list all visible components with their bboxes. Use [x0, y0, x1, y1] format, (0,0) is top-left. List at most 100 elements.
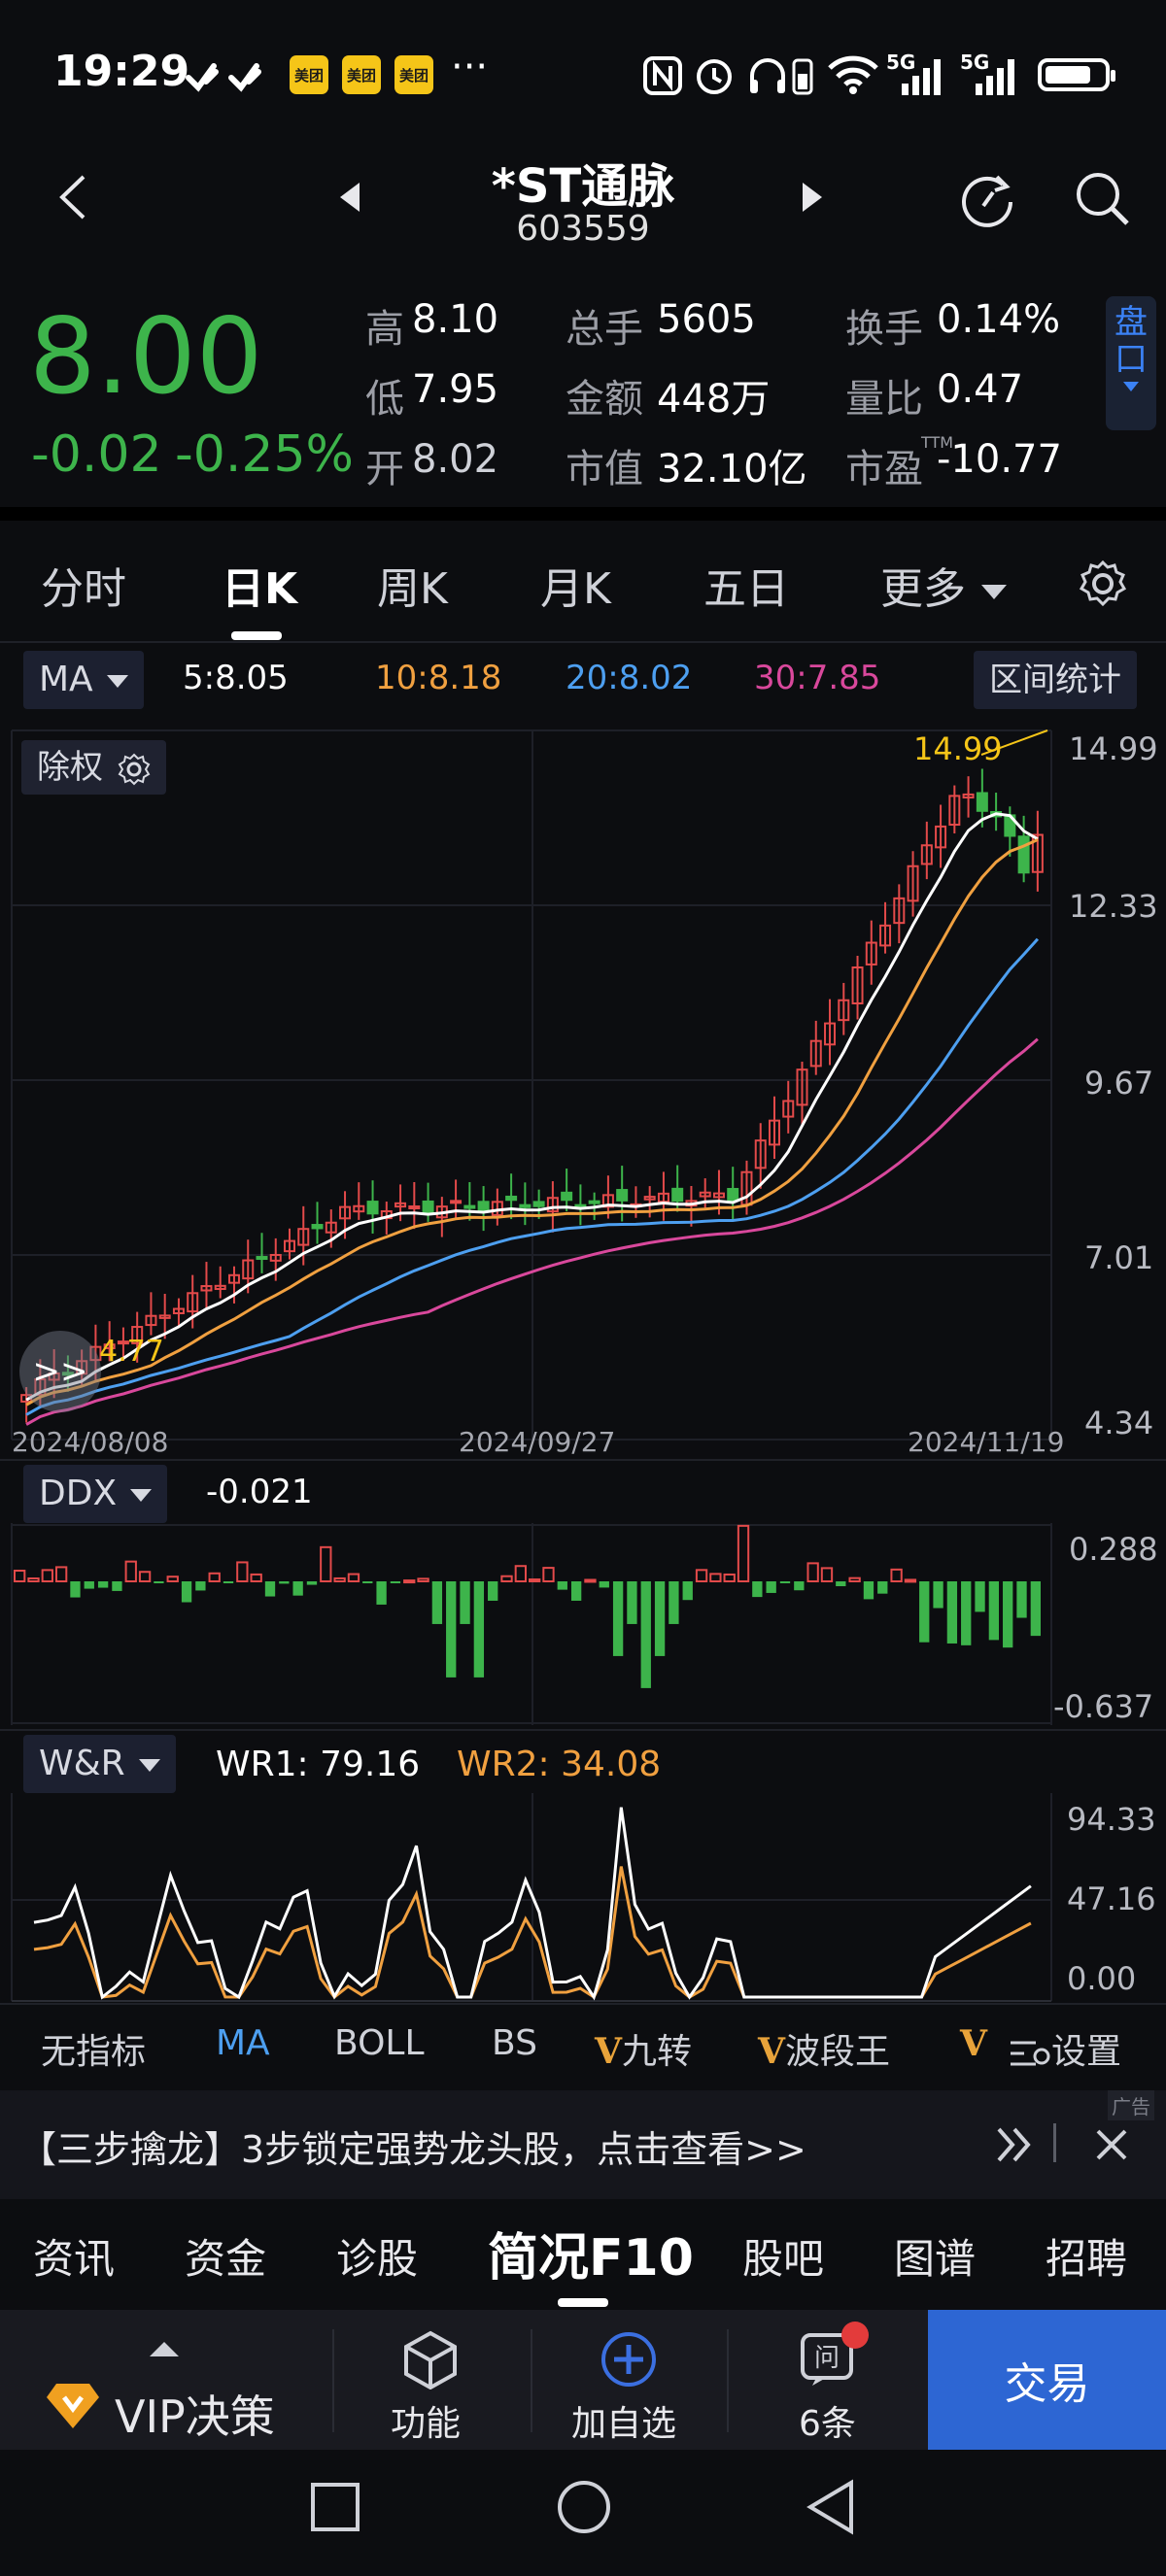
indicator-boll[interactable]: BOLL — [334, 2023, 425, 2063]
next-stock-icon[interactable] — [801, 181, 824, 214]
back-nav-icon[interactable] — [805, 2479, 857, 2535]
ddx-bar — [112, 1581, 122, 1591]
candle-body — [935, 825, 947, 849]
vip-diamond-icon — [47, 2384, 99, 2428]
ddx-bar — [904, 1578, 917, 1583]
tab-diagnosis[interactable]: 诊股 — [336, 2235, 419, 2283]
ddx-bar — [877, 1581, 888, 1594]
double-chevron-right-icon[interactable] — [995, 2123, 1034, 2166]
ddx-bar — [181, 1581, 192, 1603]
wr-indicator-select[interactable]: W&R — [23, 1735, 176, 1793]
tab-five-day[interactable]: 五日 — [703, 564, 789, 614]
ma-indicator-label: MA — [39, 660, 93, 699]
wr-chart[interactable] — [0, 1793, 1166, 2003]
meituan-app-icon: 美团 — [394, 55, 433, 94]
ddx-bar — [54, 1566, 68, 1582]
recent-apps-icon[interactable] — [309, 2481, 361, 2533]
candle-body — [34, 1378, 47, 1396]
kline-chart[interactable] — [0, 721, 1166, 1469]
signal-strength-icon — [902, 59, 941, 95]
amount-label: 金额 — [566, 377, 643, 422]
ddx-bar — [640, 1581, 651, 1688]
ddx-bar — [848, 1576, 861, 1582]
tab-news[interactable]: 资讯 — [33, 2235, 116, 2283]
ddx-bar — [557, 1581, 567, 1590]
chart-separator — [0, 1459, 1166, 1461]
tab-fenshi[interactable]: 分时 — [41, 564, 126, 614]
candle-body — [227, 1273, 240, 1284]
ddx-bar — [1030, 1581, 1041, 1637]
ddx-bar — [236, 1561, 249, 1582]
settings-gear-icon[interactable] — [1079, 559, 1127, 608]
vip-decision-button[interactable]: VIP决策 — [115, 2390, 275, 2443]
expand-chart-icon[interactable]: >> — [19, 1331, 101, 1412]
ad-tag: 广告 — [1108, 2090, 1154, 2120]
candle-body — [366, 1201, 379, 1215]
range-stats-button[interactable]: 区间统计 — [974, 651, 1137, 709]
ddx-bar — [41, 1569, 53, 1583]
ma-indicator-select[interactable]: MA — [23, 651, 144, 709]
search-icon[interactable] — [1073, 169, 1131, 229]
vol-ratio-label: 量比 — [845, 377, 923, 422]
indicator-boduanwang[interactable]: V波段王 — [758, 2023, 890, 2074]
ddx-bar — [599, 1581, 609, 1588]
ddx-chart[interactable] — [0, 1523, 1166, 1727]
price-change: -0.02 — [31, 425, 162, 484]
ddx-bar — [1016, 1581, 1027, 1618]
candle-body — [256, 1256, 268, 1261]
meituan-app-icon: 美团 — [342, 55, 381, 94]
ddx-bar — [961, 1581, 972, 1645]
add-circle-icon — [601, 2332, 656, 2387]
close-icon[interactable] — [1092, 2125, 1131, 2164]
chuquan-button[interactable]: 除权 — [21, 740, 166, 795]
tab-f10-overview[interactable]: 简况F10 — [488, 2229, 694, 2288]
ddx-bar — [208, 1572, 221, 1582]
ddx-bar — [154, 1581, 164, 1583]
ddx-bar — [460, 1581, 470, 1624]
candle-body — [1017, 835, 1030, 874]
turnover-value: 0.14% — [937, 297, 1061, 342]
indicator-settings[interactable]: 设置 — [1007, 2023, 1121, 2074]
ddx-bar — [195, 1581, 206, 1591]
current-price: 8.00 — [29, 296, 263, 418]
candle-body — [546, 1197, 559, 1213]
high-value: 8.10 — [412, 297, 499, 342]
indicator-ma[interactable]: MA — [216, 2023, 270, 2063]
tab-weekly-k[interactable]: 周K — [377, 564, 448, 614]
tab-more[interactable]: 更多 — [880, 554, 1007, 616]
chart-separator — [0, 1729, 1166, 1731]
function-button[interactable]: 功能 — [391, 2404, 462, 2444]
add-watchlist-button[interactable]: 加自选 — [571, 2404, 677, 2444]
indicator-none[interactable]: 无指标 — [41, 2032, 147, 2072]
questions-count-button[interactable]: 6条 — [799, 2404, 856, 2444]
ddx-bar — [1003, 1581, 1013, 1648]
ddx-indicator-select[interactable]: DDX — [23, 1465, 168, 1523]
candle-body — [297, 1228, 310, 1246]
mktcap-value: 32.10亿 — [657, 447, 807, 491]
turnover-label: 换手 — [845, 307, 923, 352]
chevron-up-icon[interactable] — [148, 2339, 181, 2358]
prev-stock-icon[interactable] — [338, 181, 361, 214]
tab-funds[interactable]: 资金 — [185, 2235, 267, 2283]
tab-daily-k[interactable]: 日K — [222, 564, 298, 614]
indicator-jiuzhuan[interactable]: V九转 — [595, 2023, 692, 2074]
trade-button[interactable]: 交易 — [928, 2310, 1166, 2450]
back-arrow-icon[interactable] — [54, 173, 93, 221]
home-icon[interactable] — [556, 2479, 612, 2535]
tab-forum[interactable]: 股吧 — [742, 2235, 825, 2283]
candle-body — [976, 792, 988, 812]
indicator-bs[interactable]: BS — [492, 2023, 537, 2063]
candle-body — [172, 1307, 185, 1315]
battery-icon — [1038, 58, 1115, 91]
more-notifications-icon: ··· — [451, 45, 489, 89]
tab-jobs[interactable]: 招聘 — [1046, 2235, 1128, 2283]
promo-banner[interactable]: 【三步擒龙】3步锁定强势龙头股，点击查看>> 广告 — [0, 2090, 1166, 2199]
tab-monthly-k[interactable]: 月K — [540, 564, 611, 614]
refresh-icon[interactable] — [958, 169, 1018, 229]
signal-strength-icon — [976, 59, 1014, 95]
bar-divider — [531, 2329, 532, 2432]
ma20-line — [25, 937, 1040, 1416]
tab-graph[interactable]: 图谱 — [894, 2235, 977, 2283]
pankou-toggle[interactable]: 盘口 — [1106, 296, 1156, 430]
wifi-icon — [828, 55, 878, 94]
